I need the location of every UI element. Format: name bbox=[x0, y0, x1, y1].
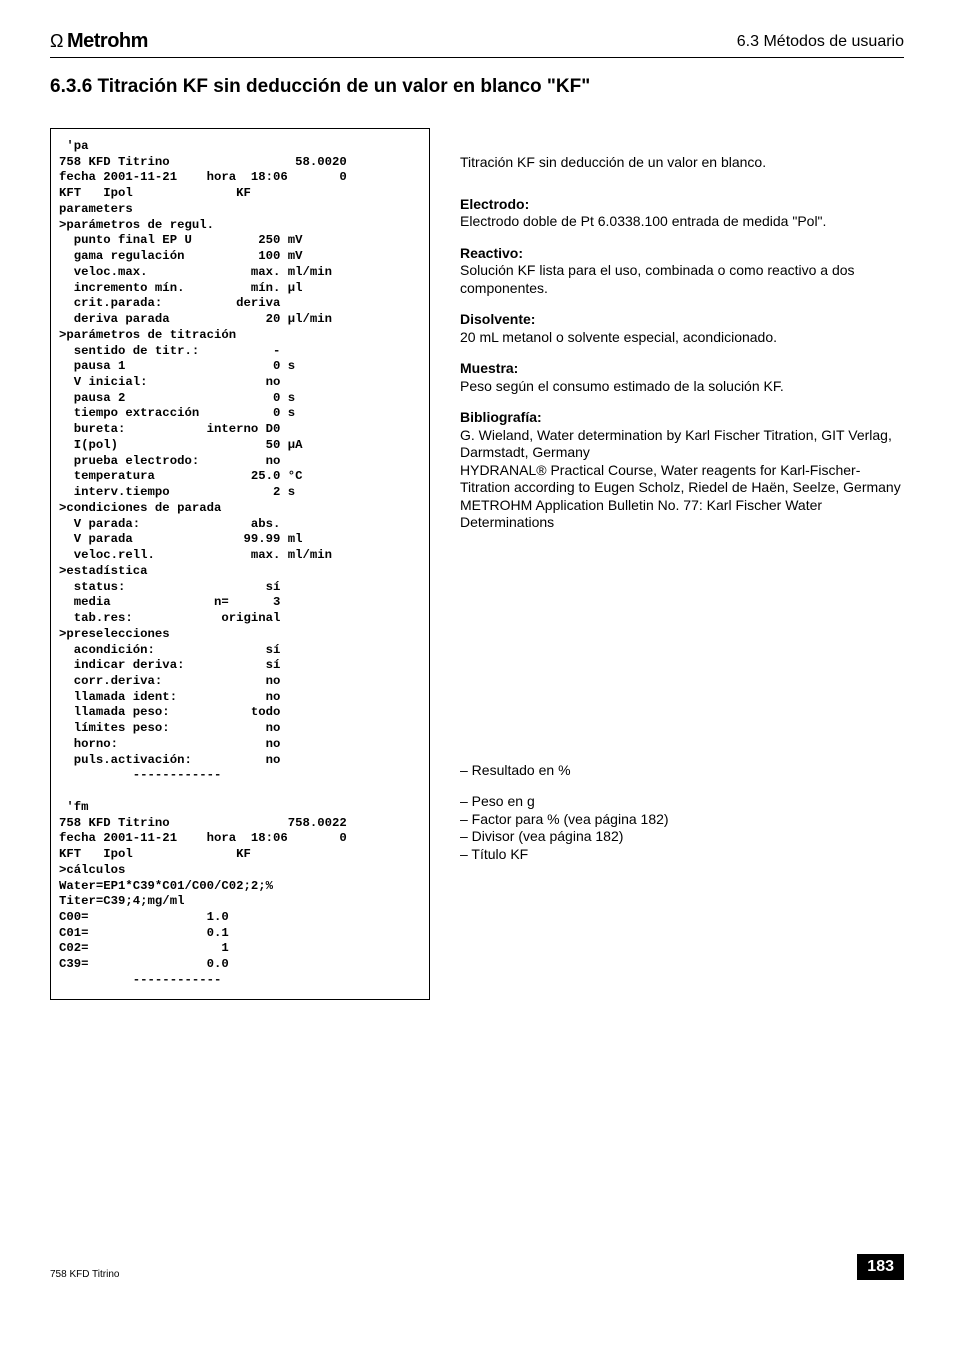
notes-block: – Resultado en % – Peso en g – Factor pa… bbox=[460, 762, 904, 864]
printout-box: 'pa 758 KFD Titrino 58.0020 fecha 2001-1… bbox=[50, 128, 430, 1000]
muestra-text: Peso según el consumo estimado de la sol… bbox=[460, 378, 784, 394]
note-peso: – Peso en g bbox=[460, 793, 904, 811]
note-divisor: – Divisor (vea página 182) bbox=[460, 828, 904, 846]
biblio-label: Bibliografía: bbox=[460, 409, 542, 425]
biblio-1: G. Wieland, Water determination by Karl … bbox=[460, 427, 892, 461]
reactivo-label: Reactivo: bbox=[460, 245, 523, 261]
disolvente-text: 20 mL metanol o solvente especial, acond… bbox=[460, 329, 777, 345]
disolvente-label: Disolvente: bbox=[460, 311, 535, 327]
logo: Ω Metrohm bbox=[50, 30, 148, 53]
footer-left: 758 KFD Titrino bbox=[50, 1269, 119, 1280]
logo-text: Metrohm bbox=[67, 30, 148, 53]
printout-text: 'pa 758 KFD Titrino 58.0020 fecha 2001-1… bbox=[59, 139, 425, 989]
page-footer: 758 KFD Titrino 183 bbox=[50, 1254, 904, 1280]
reactivo-text: Solución KF lista para el uso, combinada… bbox=[460, 262, 855, 296]
electrodo-text: Electrodo doble de Pt 6.0338.100 entrada… bbox=[460, 213, 826, 229]
electrodo-label: Electrodo: bbox=[460, 196, 529, 212]
note-factor: – Factor para % (vea página 182) bbox=[460, 811, 904, 829]
muestra-label: Muestra: bbox=[460, 360, 518, 376]
breadcrumb: 6.3 Métodos de usuario bbox=[737, 33, 904, 51]
note-result: – Resultado en % bbox=[460, 762, 904, 780]
logo-icon: Ω bbox=[50, 31, 63, 52]
biblio-2: HYDRANAL® Practical Course, Water reagen… bbox=[460, 462, 901, 496]
biblio-3: METROHM Application Bulletin No. 77: Kar… bbox=[460, 497, 822, 531]
intro-text: Titración KF sin deducción de un valor e… bbox=[460, 154, 904, 172]
note-titulo: – Título KF bbox=[460, 846, 904, 864]
page-header: Ω Metrohm 6.3 Métodos de usuario bbox=[50, 30, 904, 58]
page-number: 183 bbox=[857, 1254, 904, 1280]
section-title: 6.3.6 Titración KF sin deducción de un v… bbox=[50, 76, 904, 98]
